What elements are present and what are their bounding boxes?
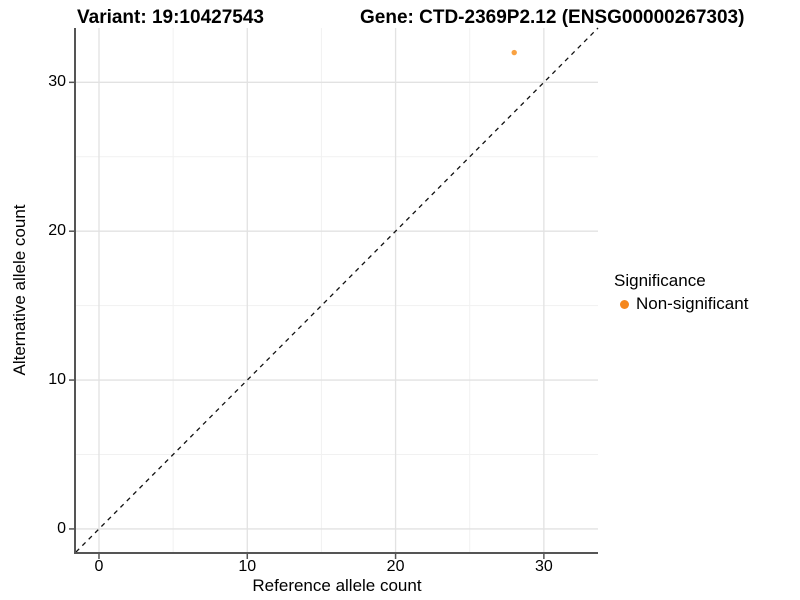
- y-tick-label: 10: [48, 371, 66, 389]
- x-tick-label: 30: [534, 558, 553, 575]
- x-tick-label: 10: [238, 558, 257, 575]
- y-axis-title: Alternative allele count: [10, 204, 29, 376]
- plot-title-variant: Variant: 19:10427543: [77, 7, 264, 28]
- identity-line: [75, 27, 599, 553]
- x-tick-label: 0: [94, 558, 104, 575]
- legend-title: Significance: [614, 271, 706, 290]
- legend-items: Non-significant: [614, 294, 748, 314]
- y-tick-label: 20: [48, 222, 66, 240]
- legend-key-dot-icon: [620, 299, 629, 309]
- data-point: [511, 49, 517, 56]
- legend-item-label: Non-significant: [636, 294, 749, 313]
- plot-title-gene: Gene: CTD-2369P2.12 (ENSG00000267303): [360, 7, 745, 28]
- x-tick-label: 20: [386, 558, 405, 575]
- legend: Significance Non-significant: [614, 271, 748, 314]
- x-axis-title: Reference allele count: [252, 576, 422, 595]
- y-tick-label: 30: [48, 73, 66, 91]
- legend-item: Non-significant: [614, 294, 748, 314]
- y-tick-label: 0: [57, 519, 66, 537]
